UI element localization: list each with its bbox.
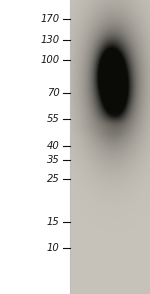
Text: 10: 10 <box>47 243 60 253</box>
Text: 15: 15 <box>47 217 60 227</box>
Text: 170: 170 <box>40 14 60 24</box>
Text: 100: 100 <box>40 55 60 65</box>
Text: 40: 40 <box>47 141 60 151</box>
Text: 55: 55 <box>47 114 60 124</box>
Text: 35: 35 <box>47 155 60 165</box>
FancyBboxPatch shape <box>70 0 150 294</box>
Text: 70: 70 <box>47 88 60 98</box>
Text: 25: 25 <box>47 174 60 184</box>
Text: 130: 130 <box>40 35 60 45</box>
